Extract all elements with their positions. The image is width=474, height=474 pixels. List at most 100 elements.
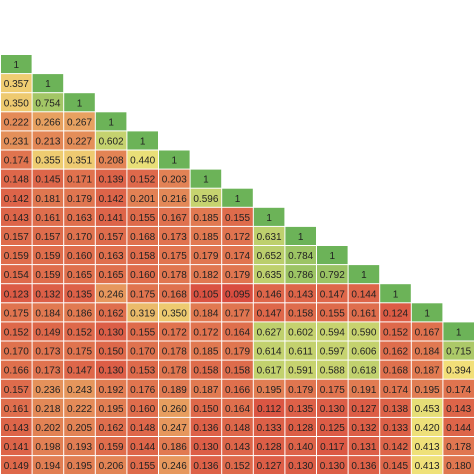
heatmap-cell: 0.631 [253, 226, 285, 245]
heatmap-cell-label: 0.160 [67, 251, 92, 262]
heatmap-cell: 0.174 [1, 150, 32, 169]
heatmap-cell: 0.179 [285, 379, 316, 398]
heatmap-cell-fill [64, 131, 95, 150]
heatmap-cell-fill [443, 360, 474, 379]
heatmap-cell-label: 0.180 [446, 461, 471, 472]
heatmap-cell-label: 0.143 [288, 289, 313, 300]
heatmap-cell: 0.222 [64, 398, 95, 417]
heatmap-cell-label: 0.189 [162, 385, 187, 396]
heatmap-cell-label: 0.130 [320, 461, 345, 472]
heatmap-cell-fill [32, 303, 64, 322]
heatmap-cell-fill [380, 379, 411, 398]
heatmap-cell-label: 0.185 [193, 232, 218, 243]
heatmap-cell: 0.218 [32, 398, 64, 417]
heatmap-cell: 0.351 [64, 150, 95, 169]
heatmap-cell-fill [64, 246, 95, 265]
heatmap-cell-label: 0.243 [67, 385, 92, 396]
heatmap-cell-fill [222, 265, 253, 284]
heatmap-cell-label: 0.124 [383, 308, 408, 319]
heatmap-cell-label: 0.187 [193, 385, 218, 396]
heatmap-cell: 0.130 [190, 437, 222, 456]
heatmap-cell-label: 0.170 [67, 232, 92, 243]
heatmap-cell: 0.227 [64, 131, 95, 150]
heatmap-cell-fill [190, 226, 222, 245]
heatmap-cell: 0.611 [285, 341, 316, 360]
heatmap-cell: 0.178 [159, 360, 190, 379]
heatmap-cell-fill [1, 437, 32, 456]
heatmap-cell-label: 0.105 [193, 289, 218, 300]
heatmap-cell-label: 1 [235, 194, 241, 205]
heatmap-cell-label: 0.216 [162, 194, 187, 205]
heatmap-cell-label: 0.173 [35, 366, 60, 377]
heatmap-cell-fill [64, 93, 95, 112]
heatmap-cell: 1 [127, 131, 158, 150]
heatmap-cell: 0.095 [222, 284, 253, 303]
heatmap-cell: 0.160 [127, 398, 158, 417]
heatmap-cell: 0.198 [32, 437, 64, 456]
heatmap-cell-fill [95, 131, 127, 150]
heatmap-cell-label: 0.148 [4, 175, 29, 186]
heatmap-cell-label: 0.155 [225, 213, 250, 224]
heatmap-cell-fill [127, 417, 158, 436]
heatmap-cell-label: 0.157 [99, 232, 124, 243]
heatmap-cell: 0.594 [317, 322, 348, 341]
heatmap-cell: 0.614 [253, 341, 285, 360]
heatmap-cell-fill [1, 74, 32, 93]
heatmap-cell-label: 0.167 [415, 327, 440, 338]
heatmap-cell: 0.715 [443, 341, 474, 360]
heatmap-cell-fill [32, 74, 64, 93]
heatmap-cell: 0.123 [1, 284, 32, 303]
heatmap-cell-fill [64, 341, 95, 360]
heatmap-cell: 0.148 [1, 169, 32, 188]
heatmap-cell-fill [411, 341, 443, 360]
heatmap-cell-label: 0.125 [320, 423, 345, 434]
heatmap-cell: 0.194 [32, 456, 64, 474]
heatmap-cell-label: 1 [361, 270, 367, 281]
heatmap-cell-fill [411, 437, 443, 456]
heatmap-cell-fill [159, 417, 190, 436]
heatmap-cell-fill [285, 456, 316, 474]
heatmap-cell-fill [1, 360, 32, 379]
heatmap-cell-label: 0.159 [4, 251, 29, 262]
heatmap-cell-label: 0.715 [446, 347, 471, 358]
heatmap-cell: 0.160 [64, 246, 95, 265]
heatmap-cell-fill [64, 265, 95, 284]
heatmap-cell-fill [64, 360, 95, 379]
heatmap-cell-fill [159, 322, 190, 341]
heatmap-cell-fill [1, 322, 32, 341]
heatmap-cell-fill [95, 398, 127, 417]
heatmap-cell: 0.173 [32, 360, 64, 379]
heatmap-cell-label: 0.132 [35, 289, 60, 300]
heatmap-cell-fill [95, 360, 127, 379]
heatmap-cell: 0.588 [317, 360, 348, 379]
heatmap-cell-fill [190, 246, 222, 265]
heatmap-cell-label: 0.155 [320, 308, 345, 319]
heatmap-cell-fill [95, 417, 127, 436]
heatmap-cell-label: 0.350 [162, 308, 187, 319]
heatmap-cell-label: 0.179 [193, 251, 218, 262]
heatmap-cell-label: 0.157 [35, 232, 60, 243]
heatmap-cell: 0.165 [64, 265, 95, 284]
heatmap-cell-fill [64, 284, 95, 303]
heatmap-cell-fill [127, 188, 158, 207]
heatmap-cell-fill [159, 188, 190, 207]
heatmap-cell-fill [64, 379, 95, 398]
heatmap-cell-fill [127, 437, 158, 456]
heatmap-cell: 0.187 [190, 379, 222, 398]
heatmap-cell-label: 0.165 [99, 270, 124, 281]
heatmap-cell: 0.187 [411, 360, 443, 379]
heatmap-cell: 0.157 [95, 226, 127, 245]
heatmap-cell-fill [411, 417, 443, 436]
heatmap-cell-fill [32, 188, 64, 207]
heatmap-cell-label: 0.178 [446, 442, 471, 453]
heatmap-cell-label: 0.171 [67, 175, 92, 186]
heatmap-cell-label: 0.161 [351, 308, 376, 319]
heatmap-cell: 1 [1, 55, 32, 74]
heatmap-cell-fill [159, 303, 190, 322]
heatmap-cell-fill [348, 379, 380, 398]
heatmap-cell-fill [32, 437, 64, 456]
heatmap-cell-label: 0.155 [130, 327, 155, 338]
heatmap-cell-label: 0.157 [4, 232, 29, 243]
heatmap-cell: 0.420 [411, 417, 443, 436]
heatmap-cell: 0.143 [285, 284, 316, 303]
